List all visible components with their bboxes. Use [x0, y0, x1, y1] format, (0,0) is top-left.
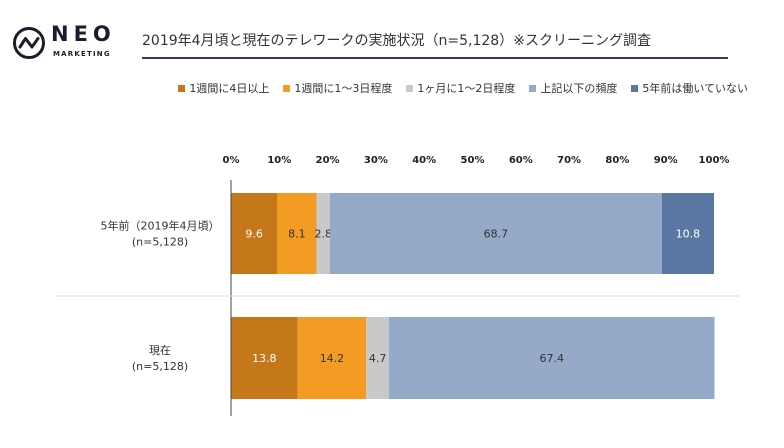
bar-segment [330, 193, 662, 274]
legend-item: 1週間に1～3日程度 [283, 80, 392, 96]
data-label: 9.6 [245, 228, 263, 241]
legend-label: 1ヶ月に1～2日程度 [417, 82, 516, 95]
x-tick-label: 80% [605, 155, 629, 166]
data-label: 67.4 [539, 352, 564, 365]
bar-segment [231, 317, 298, 399]
x-tick-label: 100% [699, 155, 730, 166]
data-label: 13.8 [252, 352, 277, 365]
x-tick-label: 40% [412, 155, 436, 166]
bar-segment [297, 317, 367, 399]
y-category-label: 5年前（2019年4月頃） [101, 219, 220, 233]
x-tick-label: 70% [557, 155, 581, 166]
legend-swatch [631, 84, 639, 92]
bar-segment [231, 193, 278, 274]
x-tick-label: 90% [654, 155, 678, 166]
legend-label: 1週間に4日以上 [189, 82, 270, 95]
header: NEO MARKETING 2019年4月頃と現在のテレワークの実施状況（n=5… [0, 0, 784, 62]
legend-item: 上記以下の頻度 [529, 80, 617, 96]
x-tick-label: 0% [223, 155, 240, 166]
x-tick-label: 10% [267, 155, 291, 166]
bar-segment [277, 193, 317, 274]
legend-item: 1週間に4日以上 [178, 80, 269, 96]
bar-segment [316, 193, 331, 274]
legend-label: 上記以下の頻度 [540, 82, 618, 95]
bar-segment [366, 317, 389, 399]
legend-label: 5年前は働いていない [642, 82, 748, 95]
bar-segment [661, 193, 714, 274]
chart-legend: 1週間に4日以上 1週間に1～3日程度 1ヶ月に1～2日程度 上記以下の頻度 5年前は働… [178, 80, 748, 96]
x-tick-label: 50% [461, 155, 485, 166]
legend-label: 1週間に1～3日程度 [294, 82, 393, 95]
neo-logo-icon [13, 27, 45, 59]
brand-subtitle: MARKETING [53, 50, 111, 58]
bar-segment [388, 317, 715, 399]
legend-swatch [178, 84, 186, 92]
legend-swatch [283, 84, 291, 92]
data-label: 10.8 [676, 228, 701, 241]
y-category-label: 現在 [149, 344, 171, 357]
legend-swatch [406, 84, 414, 92]
data-label: 68.7 [484, 228, 509, 241]
brand-name: NEO [51, 22, 116, 46]
data-label: 14.2 [320, 352, 345, 365]
chart-title: 2019年4月頃と現在のテレワークの実施状況（n=5,128）※スクリーニング調… [142, 33, 651, 49]
x-tick-label: 60% [509, 155, 533, 166]
data-label: 2.8 [315, 228, 333, 241]
y-category-label: (n=5,128) [132, 360, 188, 373]
data-label: 8.1 [288, 228, 306, 241]
x-tick-label: 20% [316, 155, 340, 166]
title-divider [142, 57, 728, 59]
legend-item: 5年前は働いていない [631, 80, 748, 96]
legend-item: 1ヶ月に1～2日程度 [406, 80, 515, 96]
y-category-label: (n=5,128) [132, 236, 188, 249]
x-tick-label: 30% [364, 155, 388, 166]
legend-swatch [529, 84, 537, 92]
data-label: 4.7 [369, 352, 387, 365]
